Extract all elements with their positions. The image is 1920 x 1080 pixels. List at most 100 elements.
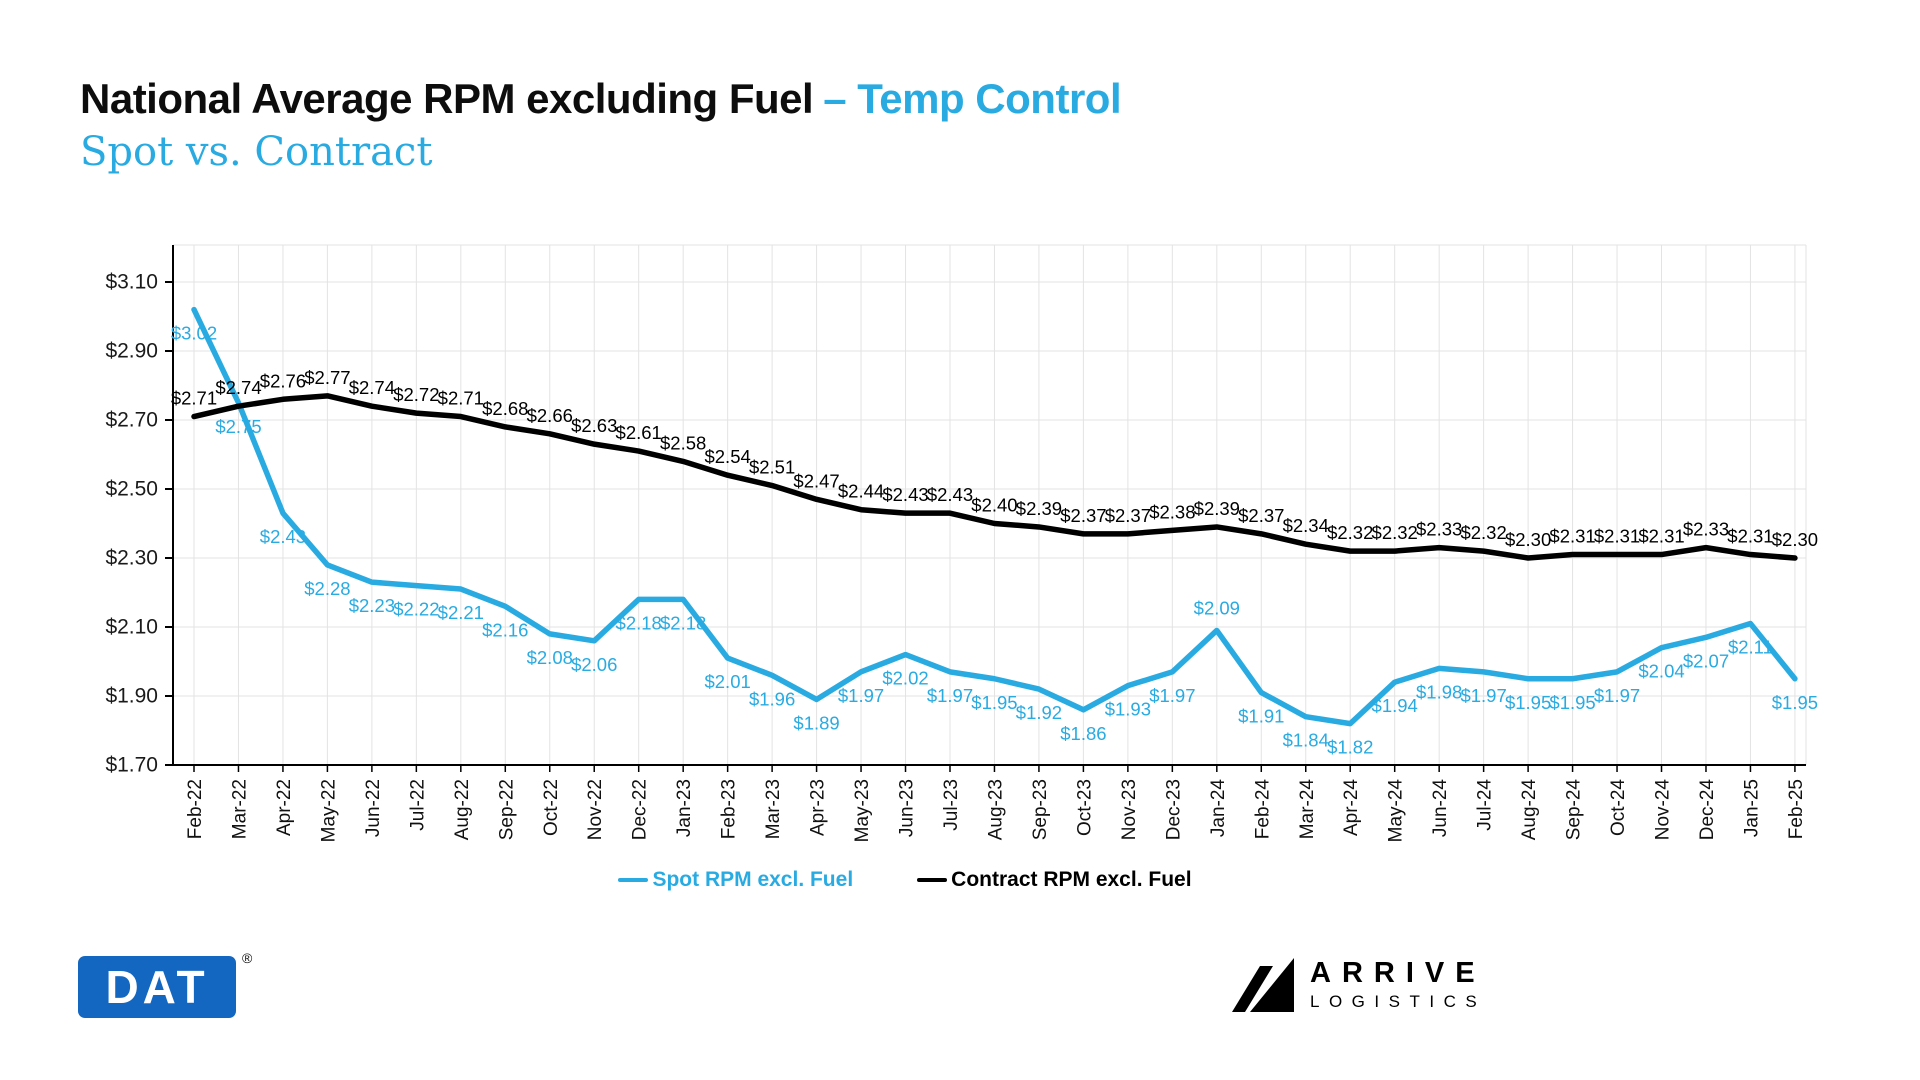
horizontal-gridlines bbox=[173, 244, 1806, 697]
data-label: $2.37 bbox=[1105, 505, 1151, 526]
data-label: $2.33 bbox=[1416, 519, 1462, 540]
data-label: $2.40 bbox=[971, 495, 1017, 516]
y-tick-label: $2.30 bbox=[105, 547, 158, 570]
data-label: $1.97 bbox=[1149, 685, 1195, 706]
data-label: $2.06 bbox=[571, 654, 617, 675]
x-axis-labels: Feb-22 Mar-22 Apr-22 May-22 Jun-22 Jul-22 Aug-… bbox=[185, 765, 1807, 842]
x-tick-label: Apr-22 bbox=[274, 779, 295, 836]
data-label: $1.96 bbox=[749, 688, 795, 709]
data-label: $1.86 bbox=[1060, 723, 1106, 744]
data-label: $2.76 bbox=[260, 370, 306, 391]
contract-line bbox=[191, 393, 1798, 561]
arrive-logistics-logo: ARRIVE LOGISTICS bbox=[1232, 958, 1486, 1012]
data-label: $2.21 bbox=[438, 602, 484, 623]
data-label: $2.39 bbox=[1016, 498, 1062, 519]
data-label: $1.93 bbox=[1105, 699, 1151, 720]
data-label: $2.39 bbox=[1194, 498, 1240, 519]
x-tick-label: Sep-22 bbox=[496, 779, 517, 840]
arrive-logo-text: ARRIVE LOGISTICS bbox=[1310, 958, 1486, 1011]
data-label: $2.37 bbox=[1238, 505, 1284, 526]
x-tick-label: Nov-22 bbox=[585, 779, 606, 840]
x-tick-label: Nov-23 bbox=[1119, 779, 1140, 840]
chart-legend: Spot RPM excl. Fuel Contract RPM excl. F… bbox=[0, 868, 1810, 892]
data-label: $2.07 bbox=[1683, 650, 1729, 671]
data-label: $2.74 bbox=[349, 377, 395, 398]
dat-logo: DAT bbox=[78, 956, 236, 1018]
title-accent: – Temp Control bbox=[823, 75, 1122, 122]
x-tick-label: Dec-22 bbox=[630, 779, 651, 840]
data-label: $2.47 bbox=[793, 470, 839, 491]
data-label: $2.18 bbox=[616, 612, 662, 633]
data-label: $2.74 bbox=[215, 377, 261, 398]
x-tick-label: Oct-24 bbox=[1608, 779, 1629, 836]
arrive-logo-line1: ARRIVE bbox=[1310, 957, 1486, 990]
page-title: National Average RPM excluding Fuel – Tem… bbox=[80, 75, 1122, 122]
x-tick-label: Sep-23 bbox=[1030, 779, 1051, 840]
data-label: $2.30 bbox=[1772, 529, 1818, 550]
series-lines bbox=[191, 306, 1798, 727]
data-label: $1.97 bbox=[1460, 685, 1506, 706]
x-tick-label: Dec-24 bbox=[1697, 779, 1718, 841]
data-label: $2.18 bbox=[660, 612, 706, 633]
x-tick-label: Feb-25 bbox=[1786, 779, 1807, 839]
data-label: $1.95 bbox=[1505, 692, 1551, 713]
data-label: $2.66 bbox=[527, 405, 573, 426]
data-label: $2.23 bbox=[349, 595, 395, 616]
data-label: $2.32 bbox=[1460, 522, 1506, 543]
x-tick-label: Oct-22 bbox=[541, 779, 562, 836]
x-tick-label: Apr-23 bbox=[808, 779, 829, 836]
x-tick-label: Feb-24 bbox=[1252, 779, 1273, 840]
data-label: $2.01 bbox=[704, 671, 750, 692]
data-label: $2.02 bbox=[882, 668, 928, 689]
dat-logo-text: DAT bbox=[105, 961, 209, 1013]
data-label: $2.31 bbox=[1727, 526, 1773, 547]
chart-header: National Average RPM excluding Fuel – Tem… bbox=[80, 75, 1122, 176]
data-label: $2.28 bbox=[304, 578, 350, 599]
x-tick-label: Jan-23 bbox=[674, 779, 695, 837]
y-tick-label: $2.50 bbox=[105, 478, 158, 501]
x-tick-label: May-23 bbox=[852, 779, 873, 842]
x-tick-label: Dec-23 bbox=[1163, 779, 1184, 840]
page-subtitle: Spot vs. Contract bbox=[80, 129, 433, 176]
x-tick-label: Sep-24 bbox=[1564, 779, 1585, 841]
data-label: $1.94 bbox=[1372, 695, 1418, 716]
registered-trademark-icon: ® bbox=[242, 950, 253, 966]
x-tick-label: Jan-25 bbox=[1741, 779, 1762, 837]
y-axis-labels: $3.10 $2.90 $2.70 $2.50 $2.30 $2.10 $1.90 $1.70 bbox=[105, 271, 173, 777]
data-label: $2.75 bbox=[215, 416, 261, 437]
data-label: $1.97 bbox=[927, 685, 973, 706]
x-tick-label: Feb-22 bbox=[185, 779, 206, 839]
legend-item-spot: Spot RPM excl. Fuel bbox=[618, 868, 853, 892]
data-label: $2.37 bbox=[1060, 505, 1106, 526]
y-tick-label: $2.10 bbox=[105, 616, 158, 639]
x-tick-label: Mar-23 bbox=[763, 779, 784, 839]
spot-line bbox=[191, 306, 1798, 727]
data-label: $2.16 bbox=[482, 619, 528, 640]
data-label: $2.34 bbox=[1283, 515, 1329, 536]
x-tick-label: Jul-23 bbox=[941, 779, 962, 831]
data-label: $1.97 bbox=[838, 685, 884, 706]
y-tick-label: $1.70 bbox=[105, 754, 158, 777]
contract-line-swatch-icon bbox=[917, 878, 948, 882]
y-tick-label: $1.90 bbox=[105, 685, 158, 708]
x-tick-label: Apr-24 bbox=[1341, 779, 1362, 836]
data-label: $2.31 bbox=[1549, 526, 1595, 547]
data-label: $1.95 bbox=[1549, 692, 1595, 713]
data-label: $2.30 bbox=[1505, 529, 1551, 550]
data-label: $1.89 bbox=[793, 712, 839, 733]
data-label: $1.97 bbox=[1594, 685, 1640, 706]
x-tick-label: May-24 bbox=[1386, 779, 1407, 843]
data-label: $2.04 bbox=[1638, 661, 1684, 682]
legend-item-contract: Contract RPM excl. Fuel bbox=[917, 868, 1192, 892]
data-label: $1.84 bbox=[1283, 730, 1329, 751]
x-tick-label: Aug-24 bbox=[1519, 779, 1540, 841]
data-label: $1.82 bbox=[1327, 737, 1373, 758]
contract-data-labels: $2.71$2.74$2.76$2.77$2.74$2.72$2.71$2.68… bbox=[171, 367, 1818, 550]
x-tick-label: Aug-23 bbox=[985, 779, 1006, 840]
data-label: $2.31 bbox=[1594, 526, 1640, 547]
data-label: $2.09 bbox=[1194, 597, 1240, 618]
x-tick-label: Jan-24 bbox=[1208, 779, 1229, 838]
data-label: $2.72 bbox=[393, 384, 439, 405]
x-tick-label: Mar-24 bbox=[1297, 779, 1318, 840]
